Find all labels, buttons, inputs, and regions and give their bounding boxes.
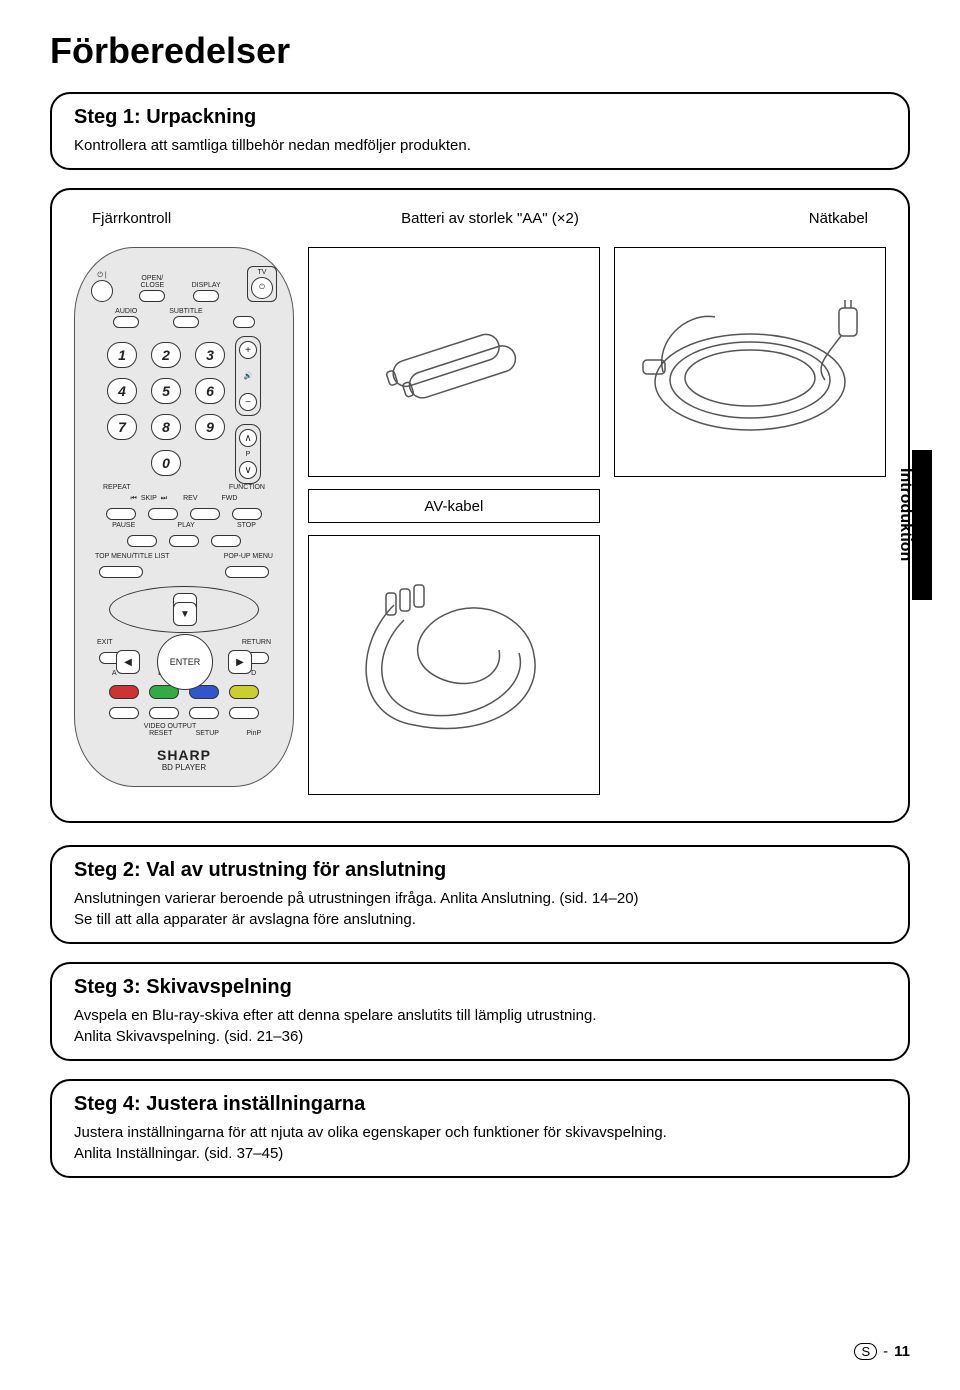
remote-num-5: 5 [151,378,181,404]
remote-pause-lbl: PAUSE [112,522,135,529]
remote-bottom-4 [229,707,259,719]
remote-p-rocker: ∧ P ∨ [235,424,261,484]
remote-num-3: 3 [195,342,225,368]
step1-body: Kontrollera att samtliga tillbehör nedan… [74,135,886,156]
av-cable-icon [334,565,574,765]
remote-display-lbl: DISPLAY [192,282,221,289]
step4-title: Steg 4: Justera inställningarna [74,1093,886,1116]
remote-color-lbl-A: A [112,670,117,677]
remote-illustration: ⏻ | OPEN/ CLOSE DISPLAY TV ⏻ [74,247,294,795]
remote-exit-lbl: EXIT [97,639,113,646]
remote-subtitle-lbl: SUBTITLE [169,308,202,315]
label-remote: Fjärrkontroll [92,210,171,227]
remote-topmenu-lbl: TOP MENU/TITLE LIST [95,553,169,560]
label-powercable: Nätkabel [809,210,868,227]
remote-skip-lbl: SKIP [141,495,157,502]
remote-num-0: 0 [151,450,181,476]
step2-title: Steg 2: Val av utrustning för anslutning [74,859,886,882]
remote-sub: BD PLAYER [162,763,206,772]
remote-color-lbl-D: D [251,670,256,677]
step3-body: Avspela en Blu-ray-skiva efter att denna… [74,1005,886,1047]
side-tab-label: Introduktion [896,468,914,561]
remote-repeat-lbl: REPEAT [103,484,131,491]
remote-rev-lbl: REV [183,495,197,502]
remote-power-btn [91,280,113,302]
remote-p-lbl: P [246,451,251,458]
remote-pause-btn [127,535,157,547]
step2-body: Anslutningen varierar beroende på utrust… [74,888,886,930]
remote-num-2: 2 [151,342,181,368]
remote-color-btn-D [229,685,259,699]
side-tab [912,450,932,600]
remote-audio-btn [113,316,139,328]
remote-nav-right: ▶ [228,650,252,674]
remote-num-4: 4 [107,378,137,404]
remote-maker: SHARP [157,747,211,763]
step1-title: Steg 1: Urpackning [74,106,886,129]
av-cable-illustration [308,535,600,795]
remote-bottom-lbl-3: PinP [237,730,271,737]
remote-play-btn [169,535,199,547]
remote-enter-btn: ENTER [157,634,213,690]
remote-stop-btn [211,535,241,547]
remote-play-lbl: PLAY [177,522,194,529]
remote-openclose-btn [139,290,165,302]
remote-tv-lbl: TV [258,269,267,276]
remote-skip-next [148,508,178,520]
remote-openclose-lbl: OPEN/ CLOSE [140,275,164,289]
step1-box: Steg 1: Urpackning Kontrollera att samtl… [50,92,910,170]
remote-num-6: 6 [195,378,225,404]
remote-nav-down: ▼ [173,602,197,626]
remote-subtitle-btn [173,316,199,328]
power-cable-icon [625,272,875,452]
remote-skip-prev [106,508,136,520]
step4-body: Justera inställningarna för att njuta av… [74,1122,886,1164]
remote-num-9: 9 [195,414,225,440]
remote-return-lbl: RETURN [242,639,271,646]
step3-box: Steg 3: Skivavspelning Avspela en Blu-ra… [50,962,910,1061]
remote-bottom-lbl-1: VIDEO OUTPUT RESET [144,723,178,737]
batteries-icon [364,317,544,407]
remote-num-8: 8 [151,414,181,440]
footer-sep: - [883,1343,888,1360]
footer-region: S [854,1343,877,1360]
contents-box: Introduktion Fjärrkontroll Batteri av st… [50,188,910,823]
remote-fwd-lbl: FWD [222,495,238,502]
remote-tv-power-btn: ⏻ [251,277,273,299]
remote-nav-pad: ▲ ▼ ◀ ▶ ENTER [109,586,259,633]
remote-popup-lbl: POP-UP MENU [224,553,273,560]
remote-display-btn [193,290,219,302]
remote-num-1: 1 [107,342,137,368]
remote-rev-btn [190,508,220,520]
step4-box: Steg 4: Justera inställningarna Justera … [50,1079,910,1178]
step3-title: Steg 3: Skivavspelning [74,976,886,999]
remote-stop-lbl: STOP [237,522,256,529]
remote-bottom-2 [149,707,179,719]
batteries-illustration [308,247,600,477]
remote-function-lbl: FUNCTION [229,484,265,491]
remote-audio-lbl: AUDIO [115,308,137,315]
remote-bottom-lbl-2: SETUP [190,730,224,737]
footer-page: 11 [894,1343,910,1360]
remote-popup-btn [225,566,269,578]
av-label: AV-kabel [424,498,483,515]
remote-color-btn-A [109,685,139,699]
step2-box: Steg 2: Val av utrustning för anslutning… [50,845,910,944]
av-label-box: AV-kabel [308,489,600,523]
remote-bottom-3 [189,707,219,719]
remote-num-7: 7 [107,414,137,440]
remote-fwd-btn [232,508,262,520]
remote-nav-left: ◀ [116,650,140,674]
page-title: Förberedelser [50,30,910,72]
label-batteries: Batteri av storlek "AA" (×2) [401,210,579,227]
remote-volume: + 🔊 − [235,336,261,416]
remote-unk-btn [233,316,255,328]
power-cable-illustration [614,247,886,477]
remote-topmenu-btn [99,566,143,578]
page-footer: S - 11 [854,1343,910,1360]
remote-bottom-1 [109,707,139,719]
